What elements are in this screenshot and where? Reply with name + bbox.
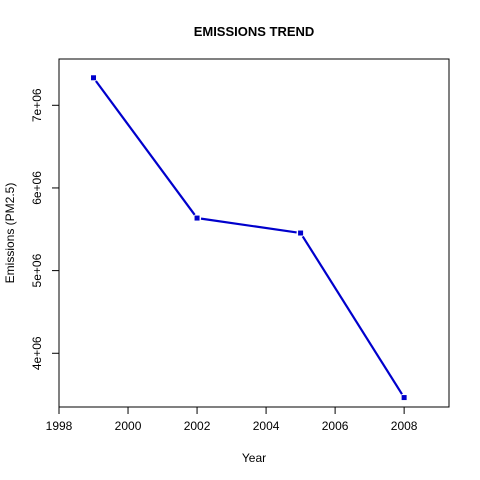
chart-title: EMISSIONS TREND: [194, 24, 315, 39]
y-tick-label: 4e+06: [30, 336, 44, 370]
x-tick-label: 1998: [46, 419, 73, 433]
data-point-marker: [194, 215, 200, 221]
x-tick-label: 2004: [253, 419, 280, 433]
data-point-marker: [401, 395, 407, 401]
x-tick-label: 2006: [322, 419, 349, 433]
series-line-segment: [200, 217, 297, 234]
x-tick-label: 2000: [115, 419, 142, 433]
x-axis-label: Year: [242, 451, 266, 465]
y-axis: 4e+06 5e+06 6e+06 7e+06: [30, 88, 59, 370]
y-axis-label: Emissions (PM2.5): [3, 183, 17, 284]
x-tick-label: 2002: [184, 419, 211, 433]
data-point-marker: [91, 75, 97, 81]
series-emissions: [91, 75, 407, 401]
x-tick-label: 2008: [391, 419, 418, 433]
data-point-marker: [298, 230, 304, 236]
y-tick-label: 6e+06: [30, 171, 44, 205]
plot-frame: [58, 58, 450, 408]
x-axis: 1998 2000 2002 2004 2006 2008: [46, 407, 418, 433]
series-line-segment: [301, 235, 403, 395]
y-tick-label: 5e+06: [30, 253, 44, 287]
series-line-segment: [95, 80, 196, 216]
y-tick-label: 7e+06: [30, 88, 44, 122]
